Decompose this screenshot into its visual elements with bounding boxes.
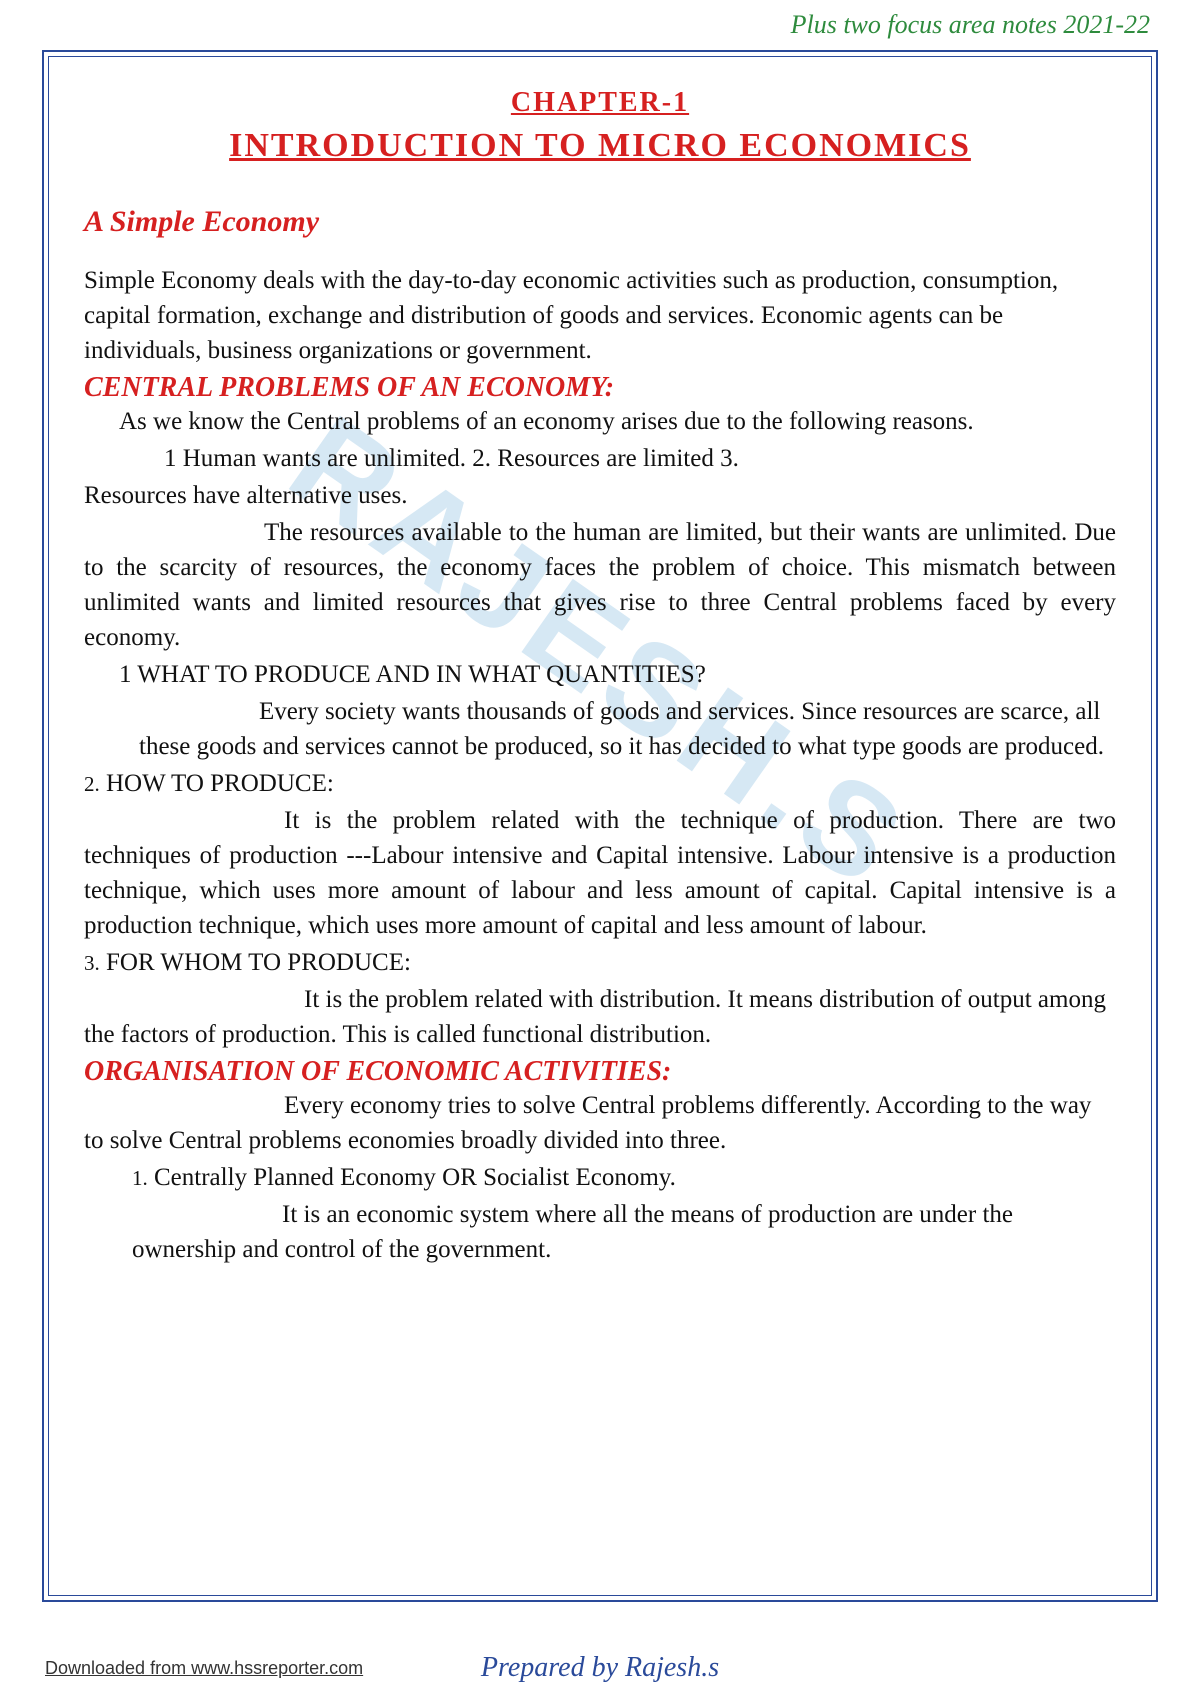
footer-author: Prepared by Rajesh.s [481, 1652, 719, 1684]
section-heading-simple-economy: A Simple Economy [84, 205, 1116, 239]
footer: Downloaded from www.hssreporter.com Prep… [0, 1658, 1200, 1679]
q3-body: It is the problem related with distribut… [84, 982, 1116, 1052]
org-item1-row: 1. Centrally Planned Economy OR Socialis… [132, 1160, 1116, 1195]
footer-source: Downloaded from www.hssreporter.com [45, 1658, 363, 1679]
section-heading-organisation: ORGANISATION OF ECONOMIC ACTIVITIES: [84, 1056, 1116, 1088]
q1-title: 1 WHAT TO PRODUCE AND IN WHAT QUANTITIES… [119, 657, 1116, 692]
q3-title: FOR WHOM TO PRODUCE: [106, 949, 411, 976]
organisation-intro: Every economy tries to solve Central pro… [84, 1088, 1116, 1158]
org-item1-body: It is an economic system where all the m… [132, 1197, 1116, 1267]
section-heading-central-problems: CENTRAL PROBLEMS OF AN ECONOMY: [84, 372, 1116, 404]
q1-body: Every society wants thousands of goods a… [139, 694, 1116, 764]
central-problems-reasons-1: 1 Human wants are unlimited. 2. Resource… [164, 441, 1116, 476]
q2-title: HOW TO PRODUCE: [106, 770, 334, 797]
central-problems-reasons-2: Resources have alternative uses. [84, 478, 1116, 513]
inner-border: RAJESH.S CHAPTER-1 INTRODUCTION TO MICRO… [48, 56, 1152, 1596]
outer-border: RAJESH.S CHAPTER-1 INTRODUCTION TO MICRO… [42, 50, 1158, 1602]
central-problems-intro: As we know the Central problems of an ec… [84, 404, 1116, 439]
q2-num: 2. [84, 772, 100, 796]
page-content: CHAPTER-1 INTRODUCTION TO MICRO ECONOMIC… [84, 87, 1116, 1267]
chapter-title: INTRODUCTION TO MICRO ECONOMICS [84, 127, 1116, 165]
header-note: Plus two focus area notes 2021-22 [0, 0, 1200, 40]
central-problems-explanation: The resources available to the human are… [84, 515, 1116, 655]
q3-num: 3. [84, 951, 100, 975]
org-item1-num: 1. [132, 1166, 148, 1190]
q3-row: 3. FOR WHOM TO PRODUCE: [84, 945, 1116, 980]
q2-row: 2. HOW TO PRODUCE: [84, 766, 1116, 801]
org-item1-title: Centrally Planned Economy OR Socialist E… [154, 1164, 676, 1191]
q2-body: It is the problem related with the techn… [84, 803, 1116, 943]
simple-economy-body: Simple Economy deals with the day-to-day… [84, 263, 1116, 368]
chapter-label: CHAPTER-1 [84, 87, 1116, 119]
